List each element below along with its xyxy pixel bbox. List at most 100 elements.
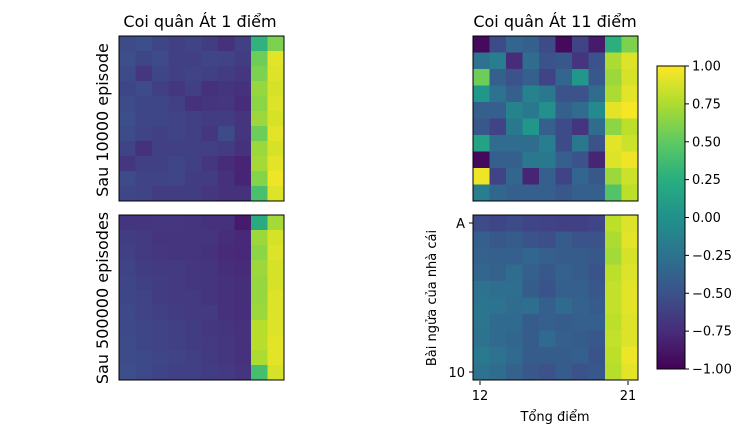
heatmap-cell bbox=[201, 320, 219, 336]
heatmap-cell bbox=[201, 156, 219, 172]
heatmap-cell bbox=[251, 365, 268, 381]
heatmap-cell bbox=[539, 85, 556, 103]
heatmap-cell bbox=[234, 36, 252, 52]
heatmap-cell bbox=[135, 156, 153, 172]
heatmap-cell bbox=[473, 330, 490, 348]
heatmap-cell bbox=[218, 230, 235, 246]
heatmap-cell bbox=[539, 52, 556, 70]
heatmap-cell bbox=[251, 171, 268, 187]
heatmap-cell bbox=[218, 350, 235, 366]
heatmap-cell bbox=[506, 248, 523, 265]
heatmap-cell bbox=[234, 350, 252, 366]
heatmap-cell bbox=[168, 96, 186, 112]
heatmap-cell bbox=[572, 102, 589, 119]
heatmap-cell bbox=[267, 141, 285, 157]
heatmap-cell bbox=[539, 281, 556, 298]
heatmap-cell bbox=[152, 275, 169, 291]
heatmap-cell bbox=[152, 230, 169, 246]
heatmap-cell bbox=[251, 260, 268, 276]
heatmap-cell bbox=[267, 186, 285, 202]
colorbar-tick-label: 0.25 bbox=[692, 173, 721, 188]
heatmap-cell bbox=[572, 69, 589, 86]
heatmap-cell bbox=[506, 264, 523, 282]
heatmap-cell bbox=[201, 260, 219, 276]
heatmap-cell bbox=[135, 96, 153, 112]
heatmap-cell bbox=[119, 365, 136, 381]
heatmap-cell bbox=[588, 118, 606, 136]
panel-frame bbox=[472, 35, 639, 202]
heatmap-cell bbox=[473, 118, 490, 136]
heatmap-cell bbox=[473, 69, 490, 86]
heatmap-cell bbox=[267, 96, 285, 112]
heatmap-cell bbox=[473, 264, 490, 282]
heatmap-cell bbox=[119, 230, 136, 246]
heatmap-cell bbox=[489, 314, 507, 331]
heatmap-cell bbox=[218, 81, 235, 97]
heatmap-cell bbox=[605, 248, 622, 265]
colorbar-tick-label: 0.50 bbox=[692, 135, 721, 150]
heatmap-cell bbox=[119, 245, 136, 261]
heatmap-cell bbox=[218, 365, 235, 381]
heatmap-cell bbox=[218, 186, 235, 202]
heatmap-cell bbox=[152, 320, 169, 336]
heatmap-cell bbox=[152, 215, 169, 231]
heatmap-cell bbox=[251, 275, 268, 291]
heatmap-cell bbox=[185, 215, 202, 231]
heatmap-cell bbox=[185, 171, 202, 187]
heatmap-cell bbox=[234, 290, 252, 306]
heatmap-cell bbox=[267, 156, 285, 172]
heatmap-cell bbox=[185, 290, 202, 306]
heatmap-cell bbox=[267, 320, 285, 336]
heatmap-cell bbox=[572, 297, 589, 315]
x-axis-label: Tổng điểm bbox=[519, 410, 589, 425]
heatmap-cell bbox=[135, 335, 153, 351]
heatmap-cell bbox=[267, 81, 285, 97]
heatmap-cell bbox=[588, 363, 606, 381]
heatmap-cell bbox=[218, 305, 235, 321]
heatmap-cell bbox=[539, 347, 556, 364]
heatmap-cell bbox=[522, 69, 540, 86]
heatmap-cell bbox=[185, 141, 202, 157]
heatmap-cell bbox=[185, 36, 202, 52]
heatmap-cell bbox=[267, 365, 285, 381]
colorbar-tick-label: 0.00 bbox=[692, 211, 721, 226]
heatmap-cell bbox=[489, 69, 507, 86]
heatmap-cell bbox=[489, 151, 507, 169]
heatmap-cell bbox=[506, 281, 523, 298]
heatmap-cell bbox=[555, 248, 573, 265]
heatmap-cell bbox=[621, 36, 639, 53]
heatmap-cell bbox=[168, 36, 186, 52]
heatmap-cell bbox=[135, 260, 153, 276]
heatmap-cell bbox=[201, 51, 219, 67]
heatmap-cell bbox=[251, 51, 268, 67]
heatmap-cell bbox=[489, 118, 507, 136]
heatmap-cell bbox=[201, 111, 219, 127]
heatmap-cell bbox=[572, 215, 589, 232]
heatmap-cell bbox=[506, 314, 523, 331]
heatmap-cell bbox=[489, 347, 507, 364]
heatmap-cell bbox=[506, 135, 523, 152]
heatmap-cell bbox=[251, 126, 268, 142]
heatmap-cell bbox=[135, 365, 153, 381]
heatmap-cell bbox=[555, 264, 573, 282]
row-label-500000: Sau 500000 episodes bbox=[93, 212, 112, 384]
heatmap-cell bbox=[135, 126, 153, 142]
heatmap-cell bbox=[506, 363, 523, 381]
heatmap-cell bbox=[621, 248, 639, 265]
heatmap-cell bbox=[539, 184, 556, 202]
heatmap-cell bbox=[489, 102, 507, 119]
heatmap-cell bbox=[218, 96, 235, 112]
heatmap-cell bbox=[251, 245, 268, 261]
heatmap-cell bbox=[489, 363, 507, 381]
heatmap-cell bbox=[185, 245, 202, 261]
heatmap-cell bbox=[555, 363, 573, 381]
heatmap-cell bbox=[522, 168, 540, 185]
heatmap-cell bbox=[539, 314, 556, 331]
y-axis-label: Bài ngửa của nhà cái bbox=[425, 230, 440, 366]
heatmap-cell bbox=[605, 297, 622, 315]
heatmap-cell bbox=[522, 248, 540, 265]
heatmap-cell bbox=[234, 66, 252, 82]
heatmap-cell bbox=[185, 66, 202, 82]
heatmap-cell bbox=[506, 297, 523, 315]
heatmap-cell bbox=[572, 314, 589, 331]
